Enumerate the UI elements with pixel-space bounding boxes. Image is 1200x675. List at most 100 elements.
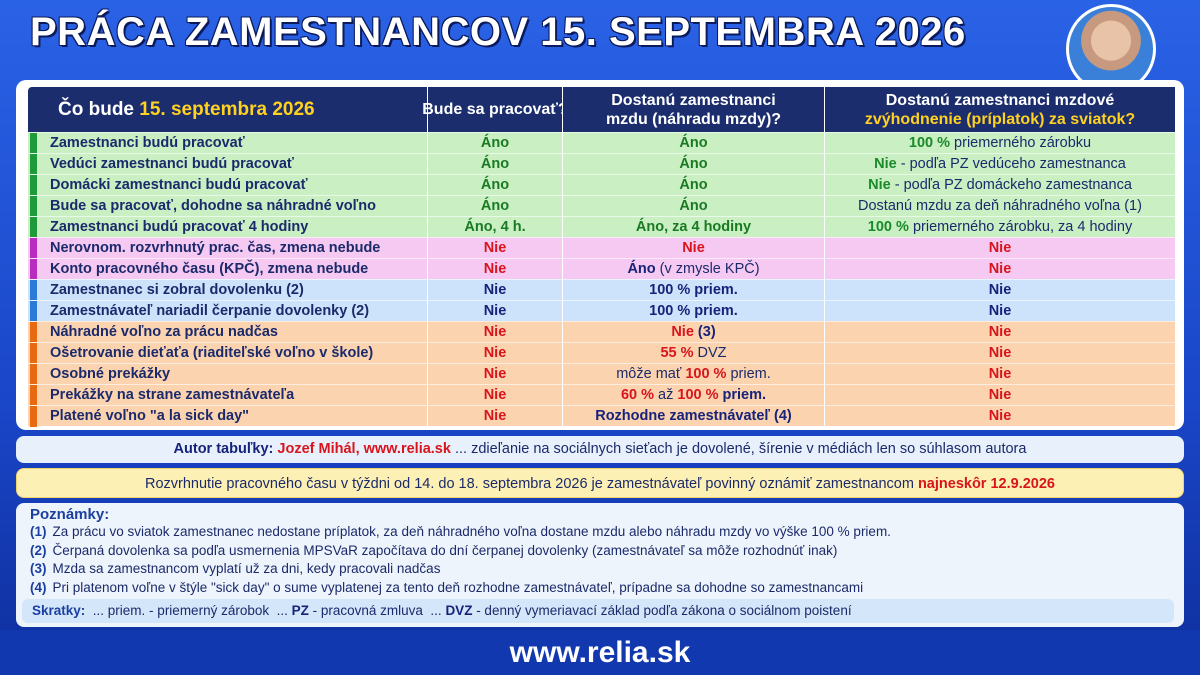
cell: Nie <box>428 342 563 363</box>
text-part: Prekážky na strane zamestnávateľa <box>50 387 295 403</box>
text-part: Nie <box>868 177 891 193</box>
text-part: Vedúci zamestnanci budú pracovať <box>50 156 294 172</box>
text-part: 100 % <box>867 219 909 235</box>
text-part: Domácki zamestnanci budú pracovať <box>50 177 308 193</box>
header-line: zvýhodnenie (príplatok) za sviatok? <box>865 110 1135 129</box>
text-part: Čo bude <box>58 99 140 120</box>
text-part: Áno, za 4 hodiny <box>635 219 752 235</box>
text-part: Osobné prekážky <box>50 366 171 382</box>
cell: Nie <box>825 321 1176 342</box>
cell: Áno <box>428 132 563 153</box>
text-part: Áno <box>480 156 510 172</box>
cell: 100 % priemerného zárobku <box>825 132 1176 153</box>
text-part: 100 % <box>908 135 951 151</box>
note: (3) Mzda sa zamestnancom vyplatí už za dn… <box>30 560 1170 579</box>
text-part: Nie <box>671 324 694 340</box>
cell: Nie <box>428 258 563 279</box>
note-list: (1) Za prácu vo sviatok zamestnanec nedos… <box>30 523 1170 597</box>
text-part: Jozef Mihál, www.relia.sk <box>277 441 451 457</box>
group-accent <box>30 406 37 427</box>
text-part: Zamestnanci budú pracovať 4 hodiny <box>50 219 309 235</box>
text-part: zvýhodnenie (príplatok) za sviatok? <box>864 110 1136 128</box>
note: (4) Pri platenom voľne v štýle "sick day"… <box>30 579 1170 598</box>
cell: Nie <box>825 363 1176 384</box>
text-part: Dostanú mzdu za deň náhradného voľna (1) <box>858 198 1142 214</box>
cell: Áno <box>563 195 825 216</box>
text-part: 15. septembra 2026 <box>139 99 315 120</box>
text-part: ... priem. - priemerný zárobok ... <box>85 603 292 618</box>
text-part: Nie <box>483 366 507 382</box>
text-part: Nie <box>483 240 507 256</box>
cell: Nie <box>825 258 1176 279</box>
note-text: Čerpaná dovolenka sa podľa usmernenia MP… <box>52 542 838 558</box>
text-part: Áno <box>679 177 708 193</box>
cell: Áno <box>563 132 825 153</box>
cell: Nie <box>428 405 563 426</box>
text-part: Dostanú zamestnanci <box>611 91 776 109</box>
cell: Áno <box>428 153 563 174</box>
cell: Nie <box>428 279 563 300</box>
text-part: Nie <box>874 156 897 172</box>
text-part: Áno <box>480 177 510 193</box>
row-label: Vedúci zamestnanci budú pracovať <box>28 153 428 175</box>
cell: Dostanú mzdu za deň náhradného voľna (1) <box>825 195 1176 216</box>
group-accent <box>30 322 37 343</box>
cell: Nie - podľa PZ domáckeho zamestnanca <box>825 174 1176 195</box>
group-accent <box>30 154 37 175</box>
row-label: Platené voľno "a la sick day" <box>28 405 428 427</box>
group-accent <box>30 385 37 406</box>
text-part: Nie <box>483 345 507 361</box>
text-part: až <box>654 387 678 403</box>
group-accent <box>30 175 37 196</box>
text-part: Zamestnávateľ nariadil čerpanie dovolenk… <box>50 303 370 319</box>
cell: Nie <box>825 342 1176 363</box>
row-label: Zamestnávateľ nariadil čerpanie dovolenk… <box>28 300 428 322</box>
cell: Nie <box>428 384 563 405</box>
row-label: Domácki zamestnanci budú pracovať <box>28 174 428 196</box>
row-label: Náhradné voľno za prácu nadčas <box>28 321 428 343</box>
text-part: Platené voľno "a la sick day" <box>50 408 250 424</box>
text-part: Nie <box>682 240 705 256</box>
text-part: Nie <box>988 261 1012 277</box>
notes-title: Poznámky: <box>30 506 110 523</box>
text-part: Dostanú zamestnanci mzdové <box>885 91 1115 109</box>
note: (1) Za prácu vo sviatok zamestnanec nedos… <box>30 523 1170 542</box>
cell: 55 % DVZ <box>563 342 825 363</box>
table: Čo bude 15. septembra 2026 Bude sa pracov… <box>28 87 1176 427</box>
note: (2) Čerpaná dovolenka sa podľa usmernenia… <box>30 542 1170 561</box>
note-marker: (1) <box>30 524 47 539</box>
text-part: DVZ <box>693 345 727 361</box>
text-part: 100 % priem. <box>649 303 738 319</box>
cell: Nie <box>825 237 1176 258</box>
row-label: Nerovnom. rozvrhnutý prac. čas, zmena ne… <box>28 237 428 259</box>
group-accent <box>30 301 37 322</box>
text-part: Skratky: <box>32 603 86 618</box>
cell: Áno (v zmysle KPČ) <box>563 258 825 279</box>
notice-bar: Rozvrhnutie pracovného času v týždni od … <box>16 468 1184 498</box>
text-part: Rozvrhnutie pracovného času v týždni od … <box>144 476 918 492</box>
cell: Nie <box>825 384 1176 405</box>
cell: Nie (3) <box>563 321 825 342</box>
text-part: najneskôr 12.9.2026 <box>917 476 1055 492</box>
text-part: 100 % priem. <box>649 282 738 298</box>
text-part: Áno <box>480 198 510 214</box>
column-header: Dostanú zamestnanci mzdové zvýhodnenie (p… <box>825 87 1176 132</box>
cell: 100 % priem. <box>563 300 825 321</box>
text-part: Nie <box>988 240 1012 256</box>
text-part: - podľa PZ domáckeho zamestnanca <box>890 177 1132 193</box>
text-part: Nie <box>988 408 1012 424</box>
row-label: Konto pracovného času (KPČ), zmena nebud… <box>28 258 428 280</box>
group-accent <box>30 238 37 259</box>
cell: môže mať 100 % priem. <box>563 363 825 384</box>
row-label: Osobné prekážky <box>28 363 428 385</box>
group-accent <box>30 280 37 301</box>
column-header: Bude sa pracovať? <box>422 87 568 132</box>
text-part: Áno <box>679 135 708 151</box>
row-label: Zamestnanci budú pracovať 4 hodiny <box>28 216 428 238</box>
group-accent <box>30 217 37 238</box>
text-part: Bude sa pracovať? <box>422 101 568 118</box>
group-accent <box>30 259 37 280</box>
header-line: Dostanú zamestnanci mzdové <box>886 91 1115 110</box>
cell: Nie <box>428 300 563 321</box>
text-part: Nie <box>988 345 1012 361</box>
